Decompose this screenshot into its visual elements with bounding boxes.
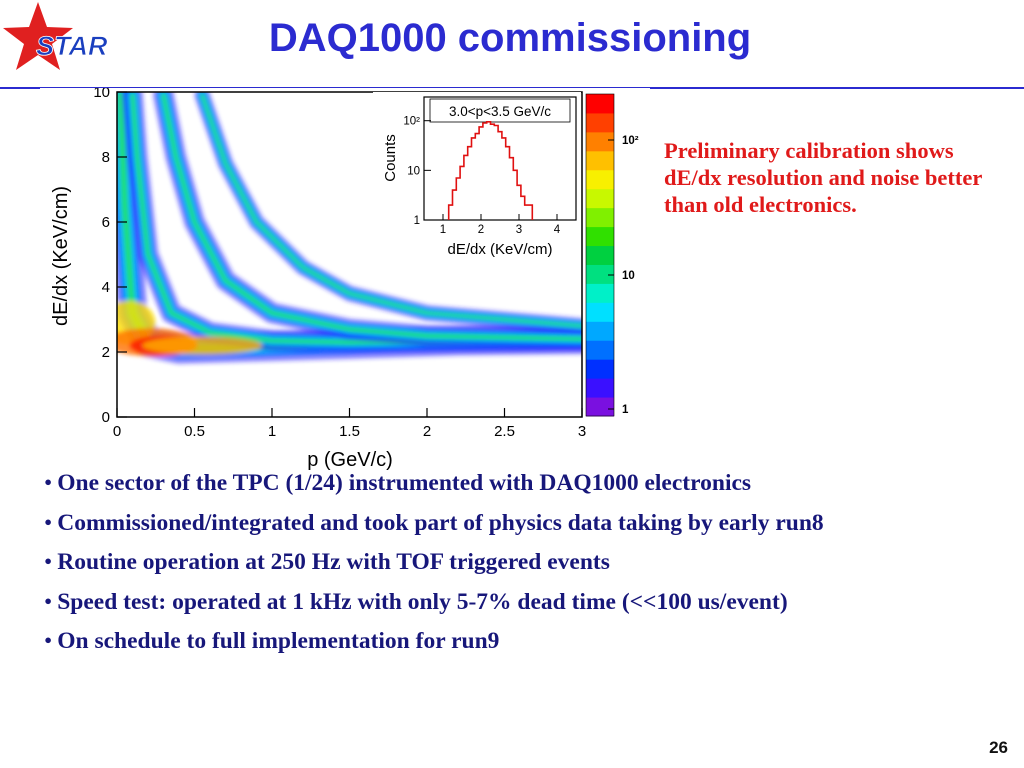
x-tick-label: 1 xyxy=(268,423,276,440)
star-logo-star-icon xyxy=(3,2,73,70)
y-tick-label: 2 xyxy=(102,344,110,361)
inset-x-tick-label: 4 xyxy=(554,224,561,236)
bullet-icon: • xyxy=(44,588,53,615)
x-tick-label: 0.5 xyxy=(184,423,205,440)
y-tick-label: 10 xyxy=(93,88,110,101)
colorbar-tick-label: 10² xyxy=(622,135,639,147)
inset-x-tick-label: 2 xyxy=(478,224,484,236)
y-tick-label: 6 xyxy=(102,214,110,231)
y-axis-ticks: 0 2 4 6 8 10 xyxy=(93,88,127,426)
band-p-layer-3 xyxy=(161,92,582,342)
band-K-layer-3 xyxy=(130,92,582,345)
band-d-layer-3 xyxy=(200,93,582,328)
inset-y-label: Counts xyxy=(382,134,399,182)
bullet-item: • On schedule to full implementation for … xyxy=(44,622,1014,662)
page-number: 26 xyxy=(989,738,1008,757)
colorbar-ticks: 1 10 10² xyxy=(608,135,639,416)
bullet-item: • Routine operation at 250 Hz with TOF tr… xyxy=(44,543,1014,583)
inset-frame xyxy=(423,96,577,221)
colorbar-frame xyxy=(585,93,615,417)
x-axis-label: p (GeV/c) xyxy=(307,449,393,471)
y-tick-label: 8 xyxy=(102,149,110,166)
heatmap-bands xyxy=(117,92,582,364)
bullet-text: Speed test: operated at 1 kHz with only … xyxy=(57,588,788,615)
colorbar-segment xyxy=(586,359,614,379)
inset-y-tick-label: 10 xyxy=(407,165,420,177)
bullet-text: Commissioned/integrated and took part of… xyxy=(57,509,824,536)
bullet-icon: • xyxy=(44,628,53,654)
bullet-item: • One sector of the TPC (1/24) instrument… xyxy=(44,464,1014,504)
bullet-text: One sector of the TPC (1/24) instrumente… xyxy=(57,470,752,496)
colorbar-segment xyxy=(586,112,614,133)
inset-title: 3.0<p<3.5 GeV/c xyxy=(449,104,551,119)
bullet-icon: • xyxy=(44,509,53,536)
colorbar-tick-label: 10 xyxy=(622,270,635,282)
colorbar-segment xyxy=(586,94,614,114)
calibration-note: Preliminary calibration shows dE/dx reso… xyxy=(664,138,982,217)
bullet-item: • Speed test: operated at 1 kHz with only… xyxy=(44,583,1014,623)
inset-x-tick-label: 1 xyxy=(440,224,446,236)
colorbar-segment xyxy=(586,321,614,341)
inset-x-label: dE/dx (KeV/cm) xyxy=(447,241,552,258)
colorbar xyxy=(585,93,615,417)
colorbar-segment xyxy=(586,264,614,284)
colorbar-segment xyxy=(586,378,614,398)
bullet-text: Routine operation at 250 Hz with TOF tri… xyxy=(57,549,610,575)
bullet-list: • One sector of the TPC (1/24) instrument… xyxy=(44,464,1014,662)
inset-y-tick-label: 1 xyxy=(414,215,420,227)
inset-histogram: 3.0<p<3.5 GeV/c 1 2 3 4 1 10 10² dE/dx (KeV/cm… xyxy=(373,92,581,272)
colorbar-segment xyxy=(586,169,614,190)
band-core-3 xyxy=(142,336,263,355)
colorbar-segment xyxy=(586,302,614,322)
colorbar-segment xyxy=(586,283,614,303)
colorbar-tick-label: 1 xyxy=(622,404,629,416)
inset-ticks: 1 2 3 4 1 10 10² xyxy=(403,116,560,236)
y-tick-label: 0 xyxy=(102,409,110,426)
bullet-icon: • xyxy=(44,470,53,496)
band-layers xyxy=(117,92,582,364)
bullet-item: • Commissioned/integrated and took part o… xyxy=(44,504,1014,544)
inset-y-tick-label: 10² xyxy=(403,116,420,128)
y-axis-label: dE/dx (KeV/cm) xyxy=(50,186,72,326)
star-logo: STAR xyxy=(0,0,140,76)
x-tick-label: 1.5 xyxy=(339,423,360,440)
inset-x-tick-label: 3 xyxy=(516,224,522,236)
y-tick-label: 4 xyxy=(102,279,110,296)
colorbar-segment xyxy=(586,245,614,265)
colorbar-segment xyxy=(586,340,614,360)
bullet-icon: • xyxy=(44,549,53,575)
inset-histogram-line xyxy=(447,120,534,220)
x-axis-ticks: 0 0.5 1 1.5 2 2.5 3 xyxy=(113,408,586,440)
x-tick-label: 2 xyxy=(423,423,431,440)
colorbar-segment xyxy=(586,226,614,247)
x-tick-label: 3 xyxy=(578,423,586,440)
dedx-figure: 0 0.5 1 1.5 2 2.5 3 0 2 4 6 8 10 p (GeV/c) dE/dx (K… xyxy=(40,88,650,472)
page-title: DAQ1000 commissioning xyxy=(268,16,752,60)
colorbar-segment xyxy=(586,188,614,209)
colorbar-segment xyxy=(586,131,614,152)
inset-title-box xyxy=(429,98,571,123)
colorbar-segment xyxy=(586,150,614,171)
colorbar-segment xyxy=(586,397,614,417)
bullet-text: On schedule to full implementation for r… xyxy=(57,628,500,654)
star-logo-text: STAR xyxy=(36,31,108,61)
x-tick-label: 2.5 xyxy=(494,423,515,440)
colorbar-segment xyxy=(586,207,614,228)
x-tick-label: 0 xyxy=(113,423,121,440)
